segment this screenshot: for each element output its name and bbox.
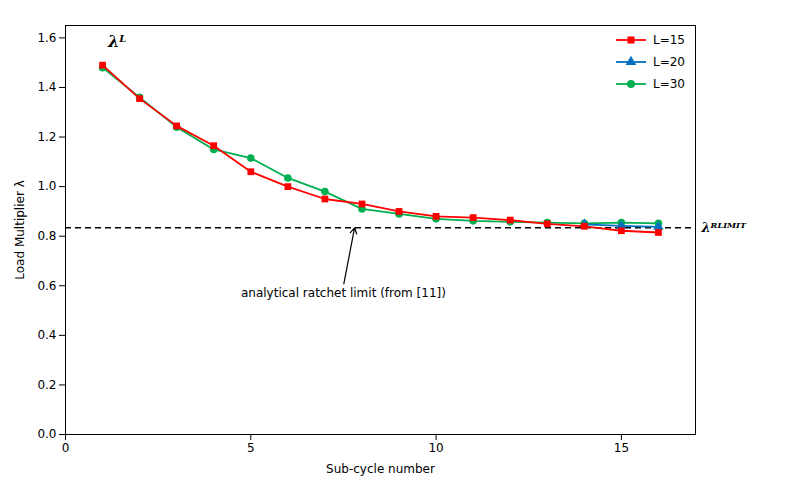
svg-text:0.6: 0.6	[37, 279, 56, 293]
svg-text:0.0: 0.0	[37, 427, 56, 441]
svg-text:1.6: 1.6	[37, 31, 56, 45]
html-text:L=20: L=20	[653, 55, 685, 69]
svg-text:1.4: 1.4	[37, 80, 56, 94]
svg-text:Sub-cycle number: Sub-cycle number	[326, 462, 435, 476]
svg-text:1.2: 1.2	[37, 130, 56, 144]
svg-text:10: 10	[428, 441, 443, 455]
html-text:L=15: L=15	[653, 33, 685, 47]
svg-text:λᴸ: λᴸ	[107, 32, 126, 51]
svg-text:analytical ratchet limit (from: analytical ratchet limit (from [11])	[241, 286, 446, 300]
svg-text:λᴿᴸᴵᴹᴵᵀ: λᴿᴸᴵᴹᴵᵀ	[701, 220, 747, 235]
svg-text:15: 15	[614, 441, 629, 455]
svg-text:0.2: 0.2	[37, 378, 56, 392]
html-text:L=30: L=30	[653, 77, 685, 91]
svg-text:1.0: 1.0	[37, 179, 56, 193]
svg-text:Load Multiplier λ: Load Multiplier λ	[13, 180, 27, 279]
svg-text:0.8: 0.8	[37, 229, 56, 243]
svg-text:0: 0	[62, 441, 70, 455]
svg-text:5: 5	[247, 441, 255, 455]
svg-text:0.4: 0.4	[37, 328, 56, 342]
